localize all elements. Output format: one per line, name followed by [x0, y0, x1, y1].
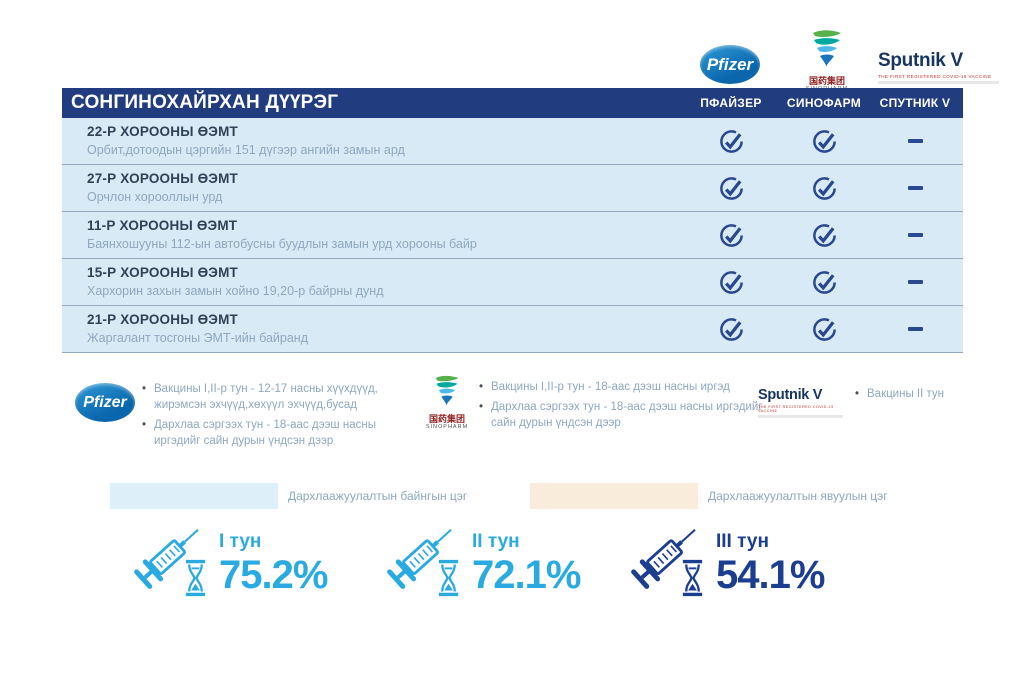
check-icon	[719, 270, 743, 294]
column-header-pfizer: ПФАЙЗЕР	[700, 96, 762, 110]
column-header-sinopharm: СИНОФАРМ	[786, 96, 862, 110]
hourglass-icon	[185, 559, 206, 597]
availability-cell-pfizer	[681, 259, 781, 305]
sinopharm-waves-icon	[813, 30, 841, 67]
row-title: 27-Р ХОРООНЫ ӨЭМТ	[87, 171, 238, 186]
sputnik-logo-small: Sputnik V THE FIRST REGISTERED COVID-19 …	[758, 387, 850, 418]
not-available-dash-icon	[907, 327, 923, 331]
sinopharm-logo-small: 国药集团 SINOPHARM	[422, 374, 472, 431]
table-row: 27-Р ХОРООНЫ ӨЭМТ Орчлон хорооллын урд	[62, 165, 963, 212]
check-icon	[812, 176, 836, 200]
mobile-point-swatch	[530, 483, 698, 509]
dose-value: 75.2%	[219, 553, 328, 597]
row-subtitle: Орбит,дотоодын цэргийн 151 дүгээр ангийн…	[87, 143, 405, 157]
availability-cell-sinopharm	[774, 165, 874, 211]
row-title: 15-Р ХОРООНЫ ӨЭМТ	[87, 265, 238, 280]
note-item: Дархлаа сэргээх тун - 18-аас дээш насны …	[478, 399, 778, 431]
not-available-dash-icon	[907, 280, 923, 284]
availability-cell-sputnik	[865, 212, 965, 258]
dose-value: 72.1%	[472, 553, 581, 597]
pfizer-logo-small: Pfizer	[75, 383, 135, 422]
hourglass-icon	[438, 559, 459, 597]
row-title: 22-Р ХОРООНЫ ӨЭМТ	[87, 124, 238, 139]
row-subtitle: Жаргалант тосгоны ЭМТ-ийн байранд	[87, 331, 308, 345]
availability-cell-sputnik	[865, 118, 965, 164]
sinopharm-waves-icon	[435, 375, 459, 406]
sinopharm-cn-label: 国药集团	[808, 76, 845, 86]
row-subtitle: Орчлон хорооллын урд	[87, 190, 223, 204]
row-title: 11-Р ХОРООНЫ ӨЭМТ	[87, 218, 238, 233]
row-title: 21-Р ХОРООНЫ ӨЭМТ	[87, 312, 238, 327]
sinopharm-logo: 国药集团 SINOPHARM	[797, 28, 857, 93]
table-header: СОНГИНОХАЙРХАН ДҮҮРЭГ ПФАЙЗЕР СИНОФАРМ С…	[62, 88, 963, 118]
availability-cell-pfizer	[681, 212, 781, 258]
table-row: 21-Р ХОРООНЫ ӨЭМТ Жаргалант тосгоны ЭМТ-…	[62, 306, 963, 353]
availability-cell-sputnik	[865, 259, 965, 305]
note-item: Вакцины II тун	[854, 386, 1014, 402]
sputnik-logo-label: Sputnik V	[758, 387, 823, 403]
pfizer-logo-label: Pfizer	[83, 393, 127, 411]
availability-cell-pfizer	[681, 118, 781, 164]
dose-stat-text: II тун 72.1%	[472, 531, 581, 597]
dose-value: 54.1%	[716, 553, 825, 597]
permanent-point-label: Дархлаажуулалтын байнгын цэг	[288, 489, 468, 503]
dose-stat-text: I тун 75.2%	[219, 531, 328, 597]
row-subtitle: Хархорин захын замын хойно 19,20-р байрн…	[87, 284, 384, 298]
note-item: Дархлаа сэргээх тун - 18-аас дээш насны …	[141, 417, 415, 449]
not-available-dash-icon	[907, 139, 923, 143]
row-subtitle: Баянхошууны 112-ын автобусны буудлын зам…	[87, 237, 477, 251]
availability-cell-pfizer	[681, 165, 781, 211]
availability-cell-sinopharm	[774, 118, 874, 164]
sputnik-logo-label: Sputnik V	[878, 50, 963, 71]
check-icon	[719, 129, 743, 153]
sinopharm-en-label: SINOPHARM	[425, 424, 469, 430]
dose-stat-1: I тун 75.2%	[133, 516, 383, 608]
table-row: 22-Р ХОРООНЫ ӨЭМТ Орбит,дотоодын цэргийн…	[62, 118, 963, 165]
availability-cell-sinopharm	[774, 212, 874, 258]
dose-stat-2: II тун 72.1%	[386, 516, 636, 608]
sputnik-logo: Sputnik V THE FIRST REGISTERED COVID-19 …	[878, 50, 1010, 84]
note-item: Вакцины I,II-р тун - 18-аас дээш насны и…	[478, 379, 778, 395]
table-row: 11-Р ХОРООНЫ ӨЭМТ Баянхошууны 112-ын авт…	[62, 212, 963, 259]
check-icon	[719, 176, 743, 200]
sputnik-notes-list: Вакцины II тун	[854, 386, 1014, 406]
sinopharm-notes-list: Вакцины I,II-р тун - 18-аас дээш насны и…	[478, 379, 778, 435]
vaccination-points-table: СОНГИНОХАЙРХАН ДҮҮРЭГ ПФАЙЗЕР СИНОФАРМ С…	[62, 88, 963, 353]
permanent-point-swatch	[110, 483, 278, 509]
availability-cell-sinopharm	[774, 306, 874, 352]
dose-stat-3: III тун 54.1%	[630, 516, 880, 608]
availability-cell-sinopharm	[774, 259, 874, 305]
district-title: СОНГИНОХАЙРХАН ДҮҮРЭГ	[71, 92, 339, 113]
check-icon	[812, 223, 836, 247]
not-available-dash-icon	[907, 186, 923, 190]
availability-cell-sputnik	[865, 306, 965, 352]
check-icon	[812, 129, 836, 153]
mobile-point-label: Дархлаажуулалтын явуулын цэг	[708, 489, 888, 503]
not-available-dash-icon	[907, 233, 923, 237]
pfizer-notes-list: Вакцины I,II-р тун - 12-17 насны хүүхдүү…	[141, 381, 415, 453]
availability-cell-sputnik	[865, 165, 965, 211]
sputnik-logo-tagline: THE FIRST REGISTERED COVID-19 VACCINE	[758, 405, 843, 418]
check-icon	[719, 317, 743, 341]
check-icon	[812, 270, 836, 294]
check-icon	[719, 223, 743, 247]
pfizer-logo-label: Pfizer	[706, 54, 754, 74]
pfizer-logo: Pfizer	[700, 45, 760, 84]
hourglass-icon	[682, 559, 703, 597]
column-header-sputnik: СПУТНИК V	[879, 96, 951, 110]
table-row: 15-Р ХОРООНЫ ӨЭМТ Хархорин захын замын х…	[62, 259, 963, 306]
sputnik-logo-tagline: THE FIRST REGISTERED COVID-19 VACCINE	[878, 74, 1000, 84]
syringe-icon	[134, 528, 199, 589]
dose-label: II тун	[472, 531, 520, 552]
availability-cell-pfizer	[681, 306, 781, 352]
sinopharm-cn-label: 国药集团	[428, 414, 465, 424]
syringe-icon	[631, 528, 696, 589]
dose-stat-text: III тун 54.1%	[716, 531, 825, 597]
check-icon	[812, 317, 836, 341]
syringe-icon	[387, 528, 452, 589]
dose-label: I тун	[219, 531, 262, 552]
note-item: Вакцины I,II-р тун - 12-17 насны хүүхдүү…	[141, 381, 415, 413]
dose-label: III тун	[716, 531, 769, 552]
